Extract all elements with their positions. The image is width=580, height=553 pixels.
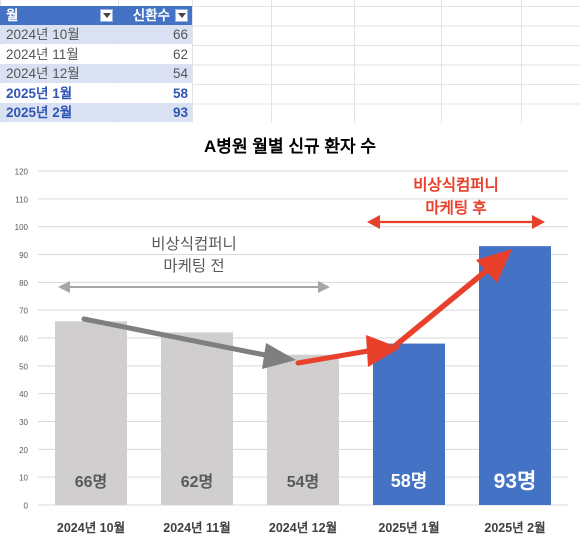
annotation-after-title: 비상식컴퍼니 bbox=[413, 175, 499, 194]
bar-data-label: 62명 bbox=[181, 473, 214, 491]
chart-title: A병원 월별 신규 환자 수 bbox=[204, 137, 376, 156]
cell-value[interactable]: 58 bbox=[172, 85, 188, 101]
bar[interactable] bbox=[373, 343, 445, 505]
cell-month[interactable]: 2025년 2월 bbox=[6, 105, 73, 121]
filter-dropdown-icon[interactable] bbox=[175, 9, 188, 22]
cell-month[interactable]: 2025년 1월 bbox=[6, 85, 73, 101]
annotation-before-title: 비상식컴퍼니 bbox=[151, 235, 237, 253]
bar[interactable] bbox=[267, 354, 339, 505]
y-tick-label: 30 bbox=[19, 418, 28, 427]
table-header-row: 월 신환수 bbox=[0, 6, 192, 25]
bar[interactable] bbox=[479, 246, 551, 505]
y-tick-label: 10 bbox=[19, 474, 28, 483]
growth-trend-arrow bbox=[295, 249, 512, 367]
decline-trend-arrow bbox=[81, 316, 296, 369]
after-range-arrow bbox=[367, 215, 545, 229]
annotation-after-subtitle: 마케팅 후 bbox=[425, 198, 486, 217]
cell-month[interactable]: 2024년 11월 bbox=[6, 46, 79, 62]
header-new-patients: 신환수 bbox=[132, 8, 170, 23]
x-tick-label: 2025년 2월 bbox=[484, 520, 545, 535]
filter-dropdown-icon[interactable] bbox=[100, 9, 113, 22]
x-tick-label: 2024년 10월 bbox=[57, 520, 125, 535]
bar-data-label: 66명 bbox=[75, 473, 108, 491]
x-tick-label: 2024년 11월 bbox=[163, 520, 231, 535]
y-tick-label: 110 bbox=[15, 195, 28, 204]
cell-month[interactable]: 2024년 10월 bbox=[6, 27, 80, 42]
y-tick-label: 0 bbox=[24, 502, 29, 511]
cell-value[interactable]: 66 bbox=[172, 27, 188, 42]
y-tick-label: 20 bbox=[19, 446, 28, 455]
cell-value[interactable]: 62 bbox=[172, 46, 188, 62]
x-tick-label: 2025년 1월 bbox=[378, 520, 439, 535]
bar-data-label: 93명 bbox=[494, 470, 537, 493]
table-row[interactable]: 2025년 2월 93 bbox=[0, 103, 192, 123]
bar-data-label: 54명 bbox=[287, 473, 320, 491]
table-row[interactable]: 2024년 12월 54 bbox=[0, 64, 192, 84]
table-row[interactable]: 2024년 11월 62 bbox=[0, 44, 192, 64]
table-row[interactable]: 2025년 1월 58 bbox=[0, 83, 192, 103]
y-tick-label: 80 bbox=[19, 279, 28, 288]
cell-value[interactable]: 93 bbox=[172, 105, 188, 121]
x-tick-label: 2024년 12월 bbox=[269, 520, 337, 535]
bar-chart: A병원 월별 신규 환자 수 0 10 20 30 40 50 60 70 80 90 100 110… bbox=[15, 137, 568, 535]
header-month: 월 bbox=[6, 8, 19, 23]
y-tick-label: 90 bbox=[19, 251, 28, 260]
bar[interactable] bbox=[161, 332, 233, 505]
y-tick-label: 70 bbox=[19, 307, 28, 316]
y-tick-label: 100 bbox=[15, 223, 29, 232]
y-tick-label: 40 bbox=[19, 390, 28, 399]
y-tick-label: 120 bbox=[15, 168, 29, 177]
before-range-arrow bbox=[58, 281, 330, 293]
cell-value[interactable]: 54 bbox=[172, 66, 188, 82]
chart-area[interactable]: A병원 월별 신규 환자 수 0 10 20 30 40 50 60 70 80 90 100 110… bbox=[0, 123, 580, 553]
bar-data-label: 58명 bbox=[391, 471, 428, 491]
table-row[interactable]: 2024년 10월 66 bbox=[0, 25, 192, 44]
annotation-before-subtitle: 마케팅 전 bbox=[163, 257, 224, 275]
bar[interactable] bbox=[55, 321, 127, 505]
cell-month[interactable]: 2024년 12월 bbox=[6, 66, 80, 82]
y-tick-label: 50 bbox=[19, 362, 28, 371]
y-tick-label: 60 bbox=[19, 335, 28, 344]
